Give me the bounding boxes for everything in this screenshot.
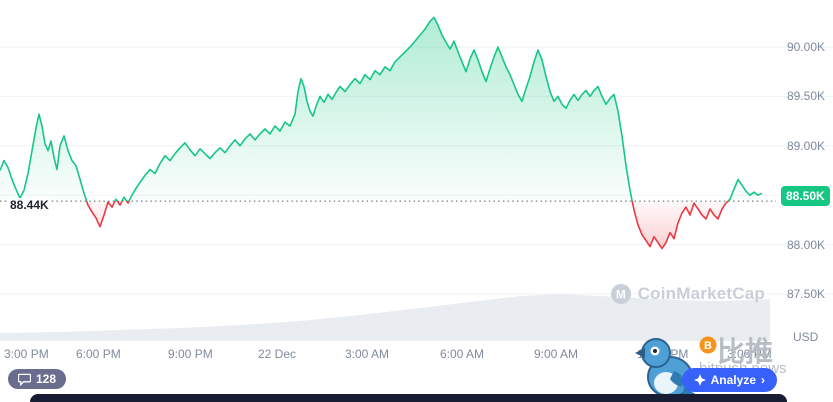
x-axis-tick-label: 9:00 AM <box>534 347 579 361</box>
svg-text:B: B <box>704 340 712 352</box>
current-price-badge: 88.50K <box>781 186 830 206</box>
y-axis-tick-label: 89.50K <box>787 89 826 103</box>
x-axis-tick-label: 22 Dec <box>258 347 297 361</box>
coinmarketcap-watermark: M CoinMarketCap <box>610 283 765 305</box>
volume-area <box>0 294 770 341</box>
x-axis-tick-label: 9:00 PM <box>168 347 213 361</box>
y-axis-tick-label: 89.00K <box>787 139 826 153</box>
analyze-label: Analyze <box>710 373 756 387</box>
x-axis-tick-label: 3:00 PM <box>4 347 49 361</box>
comment-count: 128 <box>36 372 57 386</box>
comment-count-pill[interactable]: 128 <box>8 369 67 389</box>
x-axis-tick-label: 6:00 PM <box>76 347 121 361</box>
price-area-up <box>0 17 762 202</box>
sparkle-icon <box>693 374 706 386</box>
y-axis-unit-label: USD <box>793 330 819 344</box>
chat-bubble-icon <box>18 373 31 386</box>
x-axis-tick-label: 3:00 PM <box>727 347 772 361</box>
svg-text:M: M <box>616 288 626 302</box>
baseline-price-label: 88.44K <box>8 198 51 212</box>
bitcoin-coin-icon: B <box>699 336 717 354</box>
x-axis-tick-label: 3:00 AM <box>345 347 390 361</box>
chevron-right-icon: › <box>761 373 765 387</box>
bitpush-chinese-name: 比推 <box>717 336 774 367</box>
y-axis-tick-label: 88.00K <box>787 238 826 252</box>
price-line-down <box>85 201 730 250</box>
y-axis-tick-label: 90.00K <box>787 40 826 54</box>
price-line-up <box>0 16 763 202</box>
y-axis-tick-label: 87.50K <box>787 287 826 301</box>
coinmarketcap-brand-text: CoinMarketCap <box>637 284 765 303</box>
coinmarketcap-logo-icon: M <box>610 284 631 304</box>
x-axis-tick-label: 6:00 AM <box>440 347 485 361</box>
price-area-down <box>86 201 729 249</box>
analyze-button[interactable]: Analyze › <box>681 368 777 392</box>
bottom-bar <box>30 394 787 402</box>
